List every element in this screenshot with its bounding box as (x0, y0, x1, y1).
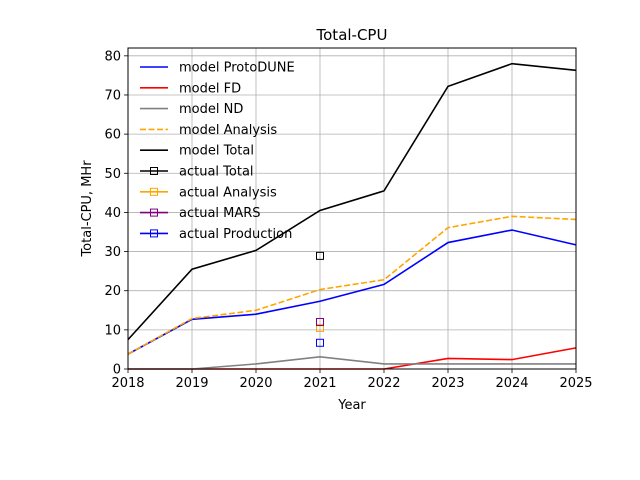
y-tick-label: 50 (104, 167, 121, 182)
legend-item-model-analysis: model Analysis (140, 123, 277, 138)
legend-item-model-fd: model FD (140, 81, 241, 96)
legend-label: model ND (179, 102, 243, 117)
model-protodune-line (127, 229, 577, 355)
y-tick-label: 70 (104, 88, 121, 103)
model-fd-line (128, 347, 577, 370)
legend: model ProtoDUNE model FD model ND model Ana… (140, 61, 295, 242)
actual-total-marker (316, 251, 324, 260)
x-tick-label: 2019 (175, 376, 208, 391)
plot-frame (127, 47, 577, 370)
x-tick-label: 2018 (111, 376, 144, 391)
legend-label: actual Total (179, 165, 254, 180)
legend-item-model-total: model Total (140, 144, 254, 159)
model-total-line (127, 62, 577, 341)
x-tick-label: 2020 (239, 376, 272, 391)
y-tick-label: 40 (104, 206, 121, 221)
x-tick-label: 2022 (367, 376, 400, 391)
x-tick-label: 2024 (495, 376, 528, 391)
y-tick-label: 60 (104, 128, 121, 143)
actual-mars-marker (316, 318, 324, 327)
legend-marker (150, 187, 158, 196)
legend-item-actual-production: actual Production (140, 227, 292, 242)
legend-item-actual-total: actual Total (140, 165, 254, 180)
legend-label: actual MARS (179, 206, 261, 221)
legend-label: actual Production (179, 227, 292, 242)
legend-label: actual Analysis (179, 185, 277, 200)
legend-label: model FD (179, 81, 241, 96)
x-tick-label: 2021 (303, 376, 336, 391)
legend-marker (150, 167, 158, 175)
chart-title: Total-CPU (316, 26, 388, 44)
grid (127, 48, 577, 370)
y-tick-label: 20 (104, 284, 121, 299)
axis-ticks: 2018 2019 2020 2021 2022 2023 2024 2025 0 10 20 30 4… (104, 49, 592, 391)
y-tick-label: 30 (104, 245, 121, 260)
legend-marker (150, 229, 158, 238)
y-axis-label: Total-CPU, MHr (80, 160, 95, 258)
legend-label: model ProtoDUNE (179, 61, 295, 76)
legend-item-actual-analysis: actual Analysis (140, 185, 277, 200)
y-tick-label: 80 (104, 49, 121, 64)
legend-label: model Total (179, 144, 254, 159)
x-axis-label: Year (337, 398, 366, 413)
legend-item-actual-mars: actual MARS (140, 206, 261, 221)
actual-analysis-marker (316, 323, 324, 332)
x-tick-label: 2023 (431, 376, 464, 391)
legend-item-model-nd: model ND (140, 102, 243, 117)
y-tick-label: 10 (104, 323, 121, 338)
actual-production-marker (316, 338, 324, 347)
model-nd-line (128, 356, 576, 370)
legend-item-model-protodune: model ProtoDUNE (140, 61, 295, 76)
y-tick-label: 0 (113, 363, 121, 378)
legend-label: model Analysis (179, 123, 277, 138)
legend-marker (150, 208, 158, 217)
x-tick-label: 2025 (559, 376, 592, 391)
